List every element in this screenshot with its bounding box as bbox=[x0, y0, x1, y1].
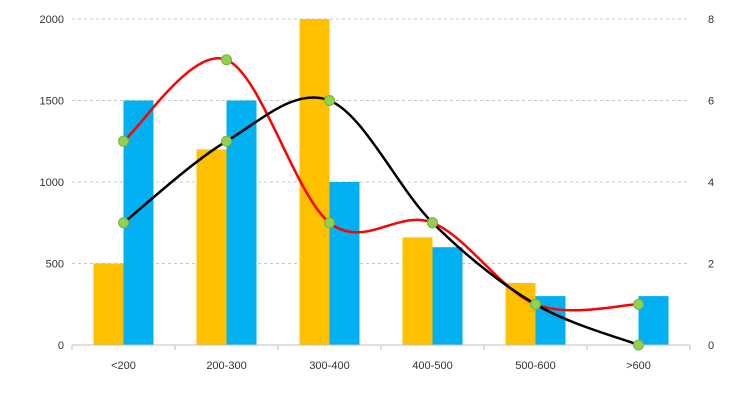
y-right-tick-label: 8 bbox=[708, 14, 714, 26]
bar bbox=[329, 182, 360, 345]
x-tick-label: >600 bbox=[626, 360, 651, 372]
bar bbox=[93, 263, 124, 345]
x-tick-label: 500-600 bbox=[515, 360, 555, 372]
bar bbox=[432, 247, 463, 345]
line-marker bbox=[324, 217, 335, 229]
line-marker bbox=[118, 135, 129, 147]
y-right-tick-label: 6 bbox=[708, 96, 714, 108]
line-marker bbox=[221, 135, 232, 147]
line-marker bbox=[633, 298, 644, 310]
bar bbox=[402, 237, 433, 345]
line-marker bbox=[118, 217, 129, 229]
y-left-tick-label: 2000 bbox=[40, 14, 64, 26]
y-right-tick-label: 4 bbox=[708, 177, 714, 189]
bar bbox=[196, 149, 227, 345]
y-right-tick-label: 2 bbox=[708, 259, 714, 271]
line-marker bbox=[427, 217, 438, 229]
line-marker bbox=[324, 95, 335, 106]
x-tick-label: 400-500 bbox=[412, 360, 452, 372]
x-tick-label: 300-400 bbox=[309, 360, 349, 372]
x-tick-label: 200-300 bbox=[206, 360, 246, 372]
y-left-tick-label: 0 bbox=[58, 340, 64, 352]
line-marker bbox=[221, 54, 232, 66]
bar bbox=[299, 19, 330, 345]
line-marker bbox=[633, 339, 644, 351]
line-marker bbox=[530, 298, 541, 310]
y-left-tick-label: 1000 bbox=[40, 177, 64, 189]
x-tick-label: <200 bbox=[111, 360, 136, 372]
bar bbox=[505, 283, 536, 345]
y-right-tick-label: 0 bbox=[708, 340, 714, 352]
y-left-tick-label: 1500 bbox=[40, 96, 64, 108]
y-left-tick-label: 500 bbox=[46, 259, 64, 271]
